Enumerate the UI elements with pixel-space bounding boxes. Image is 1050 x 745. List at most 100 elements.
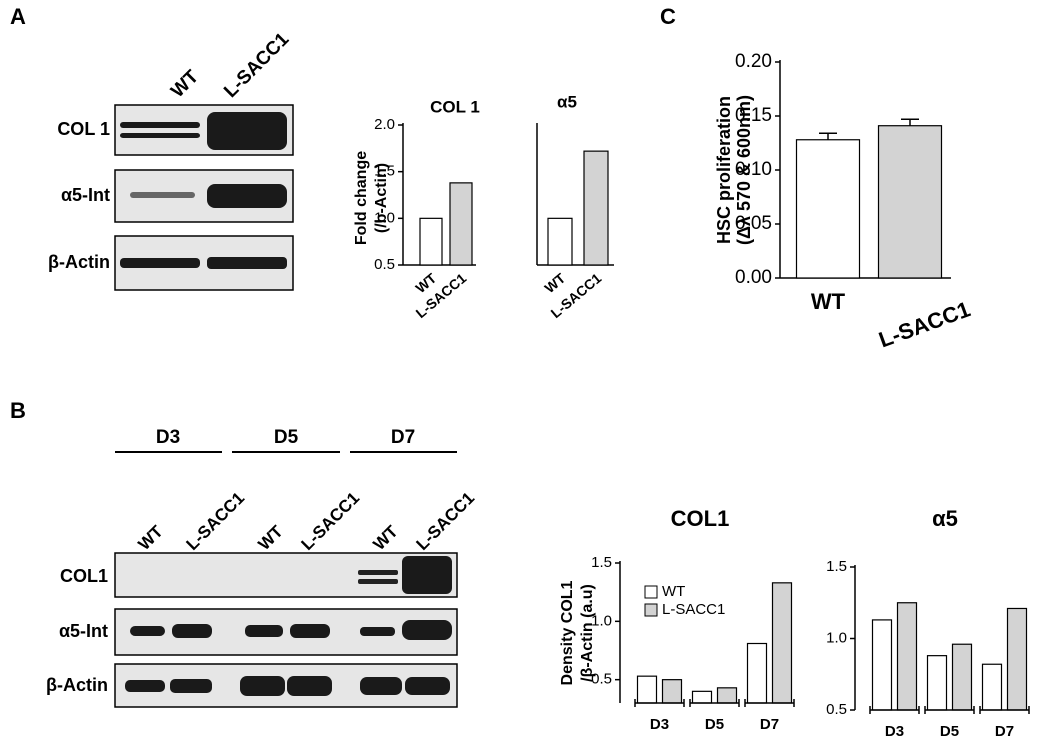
y-tick-label: 1.5	[591, 554, 612, 571]
category-bracket	[979, 706, 1030, 714]
blot-a: WT L-SACC1 COL 1 α5-Int β-Actin	[48, 29, 294, 291]
band	[245, 625, 283, 637]
category-bracket	[924, 706, 975, 714]
chart-title: α5	[932, 506, 958, 531]
panel-letter: C	[660, 4, 676, 29]
bar	[746, 642, 768, 704]
legend-swatch	[644, 585, 658, 599]
y-tick-label: 1.0	[374, 209, 395, 226]
row-label: β-Actin	[46, 675, 108, 695]
band	[402, 556, 452, 594]
bar	[877, 125, 943, 279]
row-label: β-Actin	[48, 252, 110, 272]
lane-label: WT	[255, 521, 288, 554]
band	[125, 680, 165, 692]
y-axis-label: Fold change	[353, 151, 370, 245]
bar	[636, 675, 658, 704]
bar	[583, 150, 609, 266]
x-tick-label: D7	[760, 716, 779, 733]
lane-label: WT	[135, 521, 168, 554]
y-tick-label: 2.0	[374, 116, 395, 133]
bar	[691, 690, 713, 704]
y-tick-label: 0.20	[735, 51, 772, 72]
band	[120, 258, 200, 268]
y-tick-label: 1.0	[591, 612, 612, 629]
y-tick-label: 0.5	[374, 256, 395, 273]
y-tick-label: 0.10	[735, 159, 772, 180]
bar	[795, 139, 861, 279]
band	[360, 627, 395, 636]
y-axis-label: HSC proliferation	[714, 96, 734, 244]
row-label: α5-Int	[61, 185, 110, 205]
x-tick-label: D3	[650, 716, 669, 733]
x-tick-label: D5	[940, 723, 959, 740]
y-tick-label: 0.00	[735, 267, 772, 288]
lane-label: WT	[370, 521, 403, 554]
bar	[951, 643, 973, 711]
blot-b: D3 D5 D7 WT L-SACC1 WT L-SACC1 WT L-SACC…	[46, 427, 479, 708]
y-tick-label: 0.5	[591, 671, 612, 688]
band	[402, 620, 452, 640]
bar	[871, 619, 893, 711]
y-tick-label: 1.5	[374, 163, 395, 180]
lane-label: WT	[167, 66, 203, 102]
legend-label: WT	[662, 583, 685, 600]
band	[120, 133, 200, 138]
lane-label: L-SACC1	[413, 488, 479, 554]
band	[290, 624, 330, 638]
band	[405, 677, 450, 695]
band	[360, 677, 402, 695]
group-label: D3	[156, 427, 180, 448]
chart-title: COL 1	[430, 97, 480, 116]
bar	[661, 679, 683, 704]
error-bar	[901, 118, 919, 126]
x-tick-label: L-SACC1	[875, 296, 973, 352]
x-tick-label: D3	[885, 723, 904, 740]
group-label: D7	[391, 427, 415, 448]
y-axis-label: Density COL1	[559, 580, 576, 685]
band	[207, 112, 287, 150]
bar	[547, 217, 573, 266]
y-tick-label: 0.05	[735, 213, 772, 234]
band	[287, 676, 332, 696]
x-tick-label: D5	[705, 716, 724, 733]
bar	[771, 582, 793, 704]
y-axis-label: (Δλ 570 & 600nm)	[734, 95, 754, 245]
category-bracket	[744, 699, 795, 707]
blot-strip	[114, 552, 458, 598]
lane-label: L-SACC1	[298, 488, 364, 554]
x-tick-label: D7	[995, 723, 1014, 740]
band	[207, 184, 287, 208]
chart-title: COL1	[671, 506, 730, 531]
category-bracket	[869, 706, 920, 714]
bar	[981, 663, 1003, 711]
error-bar	[819, 132, 837, 140]
band	[172, 624, 212, 638]
row-label: α5-Int	[59, 621, 108, 641]
band	[240, 676, 285, 696]
bar	[896, 602, 918, 711]
y-tick-label: 0.15	[735, 105, 772, 126]
bar	[716, 687, 738, 704]
bar	[449, 182, 473, 266]
y-axis-label: (/b-Actin)	[373, 163, 390, 233]
group-label: D5	[274, 427, 299, 448]
band	[207, 257, 287, 269]
band	[358, 570, 398, 575]
panel-letter: A	[10, 4, 26, 29]
y-tick-label: 1.5	[826, 558, 847, 575]
bar	[926, 655, 948, 711]
lane-label: L-SACC1	[220, 29, 293, 102]
bar	[419, 217, 443, 266]
y-tick-label: 1.0	[826, 629, 847, 646]
chart-title: α5	[557, 92, 577, 111]
y-axis-label: /β-Actin (a.u)	[579, 584, 596, 682]
category-bracket	[689, 699, 740, 707]
y-tick-label: 0.5	[826, 701, 847, 718]
x-tick-label: WT	[811, 289, 846, 314]
bar	[1006, 607, 1028, 711]
x-tick-label: WT	[541, 270, 568, 297]
legend-label: L-SACC1	[662, 601, 725, 618]
row-label: COL1	[60, 566, 108, 586]
